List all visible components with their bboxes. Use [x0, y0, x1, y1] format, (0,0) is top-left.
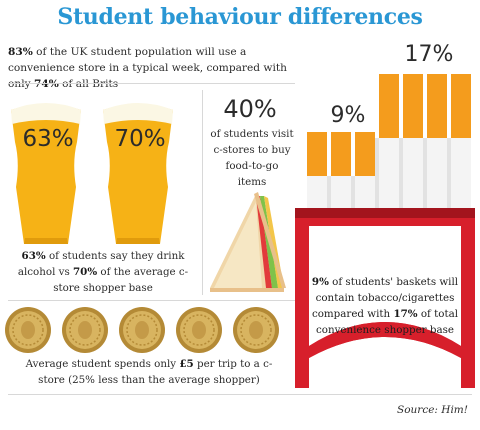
beer-glass-right-icon: [103, 103, 173, 244]
pound-coin-icon: [5, 307, 51, 353]
beer-strong-63: 63%: [21, 250, 46, 262]
pound-coin-icon: [176, 307, 222, 353]
spend-text-2: per trip to a c-store (25% less than the…: [38, 358, 273, 386]
intro-text: 83% of the UK student population will us…: [8, 44, 293, 92]
source-credit: Source: Him!: [397, 404, 468, 416]
beer-left-value: 63%: [22, 126, 74, 152]
tobacco-high-value: 17%: [404, 42, 454, 67]
page-title: Student behaviour differences: [57, 4, 423, 30]
beer-strong-70: 70%: [73, 266, 98, 278]
tobacco-strong-9: 9%: [311, 276, 329, 288]
tobacco-caption: 9% of students' baskets will contain tob…: [309, 274, 461, 338]
pound-coin-icon: [233, 307, 279, 353]
divider-vertical: [202, 90, 203, 295]
sandwich-icon: [210, 192, 286, 292]
divider-bottom: [8, 394, 472, 395]
spend-caption: Average student spends only £5 per trip …: [18, 356, 280, 388]
cigarette-pack-icon: [295, 74, 475, 388]
intro-strong-83: 83%: [8, 46, 33, 58]
tobacco-text-1: of students' baskets will contain tobacc…: [311, 276, 459, 320]
beer-text-2: of the average c-store shopper base: [53, 266, 189, 294]
intro-text-1: of the UK student population will use a …: [8, 46, 287, 90]
beer-caption: 63% of students say they drink alcohol v…: [8, 248, 198, 296]
spend-text-1: Average student spends only: [25, 358, 180, 370]
spend-strong-5: £5: [179, 358, 194, 370]
tobacco-low-value: 9%: [330, 103, 366, 128]
coins-row: [4, 306, 296, 354]
intro-text-2: of all Brits: [58, 78, 119, 90]
food-caption: of students visit c-stores to buy food-t…: [210, 128, 294, 188]
food-value: 40%: [223, 95, 277, 123]
beer-glass-left-icon: [11, 103, 81, 244]
divider-middle: [8, 300, 295, 301]
beer-text-1: of students say they drink alcohol vs: [17, 250, 185, 278]
pound-coin-icon: [62, 307, 108, 353]
tobacco-strong-17: 17%: [393, 308, 418, 320]
intro-strong-74: 74%: [33, 78, 59, 90]
tobacco-text-2: of total convenience shopper base: [316, 308, 459, 336]
beer-right-value: 70%: [114, 126, 166, 152]
divider-top: [8, 83, 295, 84]
pound-coin-icon: [119, 307, 165, 353]
